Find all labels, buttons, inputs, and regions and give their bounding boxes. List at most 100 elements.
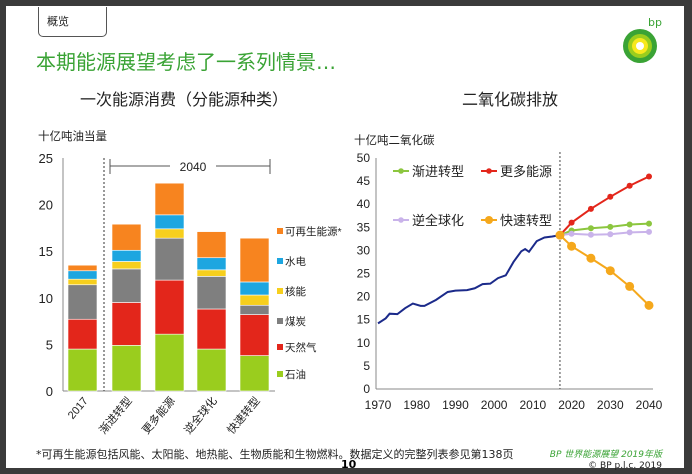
- bar-segment: [239, 237, 270, 283]
- legend-swatch: [277, 258, 283, 264]
- x-tick-label: 2000: [481, 398, 508, 412]
- left-chart-title: 一次能源消费（分能源种类）: [80, 90, 289, 109]
- y-tick-label: 25: [357, 267, 371, 281]
- legend-label: 可再生能源*: [285, 225, 342, 238]
- data-point: [587, 205, 594, 212]
- legend-marker: [486, 168, 492, 174]
- footnote: *可再生能源包括风能、太阳能、地热能、生物质能和生物燃料。数据定义的完整列表参见…: [36, 448, 514, 461]
- x-tick-label: 1990: [442, 398, 469, 412]
- y-tick-label: 5: [46, 337, 53, 352]
- y-tick-label: 50: [357, 151, 371, 165]
- y-tick-label: 25: [39, 151, 53, 166]
- data-point: [587, 231, 594, 238]
- bar-segment: [111, 268, 142, 303]
- y-tick-label: 30: [357, 243, 371, 257]
- data-point: [646, 220, 652, 227]
- x-tick-label: 1970: [365, 398, 392, 412]
- data-point: [605, 266, 615, 276]
- bar-segment: [67, 318, 98, 350]
- y-tick-label: 0: [46, 384, 53, 399]
- bar-segment: [154, 279, 185, 335]
- data-point: [644, 300, 654, 310]
- bar-segment: [67, 348, 98, 392]
- bar-segment: [111, 345, 142, 392]
- y-tick-label: 15: [39, 244, 53, 259]
- bar-segment: [196, 231, 227, 259]
- data-point: [555, 230, 565, 240]
- right-y-unit: 十亿吨二氧化碳: [354, 133, 435, 147]
- bar-segment: [111, 302, 142, 346]
- data-point: [607, 193, 614, 200]
- bar-segment: [67, 264, 98, 272]
- bar-segment: [154, 333, 185, 392]
- y-tick-label: 40: [357, 197, 371, 211]
- legend-marker: [398, 168, 404, 174]
- legend-label: 天然气: [285, 341, 317, 354]
- legend-swatch: [277, 318, 283, 324]
- y-tick-label: 35: [357, 220, 371, 234]
- legend-label: 渐进转型: [412, 164, 464, 179]
- legend-swatch: [277, 228, 283, 234]
- y-tick-label: 10: [357, 336, 371, 350]
- slide-title: 本期能源展望考虑了一系列情景…: [36, 50, 336, 74]
- data-point: [587, 225, 594, 232]
- copyright: © BP p.l.c. 2019: [588, 461, 662, 471]
- x-tick-label: 2030: [597, 398, 624, 412]
- data-point: [586, 253, 596, 263]
- legend-label: 快速转型: [500, 213, 552, 228]
- bar-segment: [111, 223, 142, 251]
- legend-swatch: [277, 288, 283, 294]
- bar-segment: [196, 308, 227, 350]
- x-tick-label: 2010: [520, 398, 547, 412]
- legend-label: 更多能源: [500, 164, 552, 179]
- right-chart-title: 二氧化碳排放: [462, 90, 559, 109]
- y-tick-label: 20: [357, 290, 371, 304]
- x-tick-label: 1980: [403, 398, 430, 412]
- x-tick-label: 2020: [558, 398, 585, 412]
- data-point: [626, 182, 633, 189]
- logo-text: bp: [648, 16, 662, 29]
- y-tick-label: 5: [363, 359, 370, 373]
- x-tick-label: 2040: [636, 398, 663, 412]
- y-tick-label: 15: [357, 313, 371, 327]
- legend-label: 石油: [285, 368, 306, 381]
- bar-segment: [239, 314, 270, 356]
- bar-segment: [196, 348, 227, 392]
- publication-name: BP 世界能源展望 2019年版: [549, 450, 662, 460]
- y-tick-label: 10: [39, 291, 53, 306]
- legend-label: 逆全球化: [412, 213, 464, 228]
- bracket-label: 2040: [180, 160, 207, 174]
- y-tick-label: 45: [357, 174, 371, 188]
- bar-segment: [154, 237, 185, 281]
- section-tag: 概览: [38, 7, 107, 37]
- data-point: [646, 173, 652, 180]
- y-tick-label: 0: [363, 382, 370, 396]
- data-point: [568, 219, 575, 226]
- data-point: [626, 221, 633, 228]
- bar-segment: [154, 182, 185, 216]
- bar-segment: [196, 276, 227, 310]
- data-point: [567, 241, 577, 251]
- bp-logo: bp: [620, 14, 664, 66]
- page-number: 10: [341, 458, 357, 471]
- data-point: [607, 223, 614, 230]
- history-line: [377, 234, 561, 325]
- data-point: [625, 281, 635, 291]
- legend-label: 煤炭: [285, 315, 306, 328]
- legend-label: 核能: [285, 285, 306, 298]
- legend-swatch: [277, 344, 283, 350]
- left-y-unit: 十亿吨油当量: [38, 129, 107, 143]
- helios-icon: [623, 29, 657, 63]
- legend-label: 水电: [285, 255, 306, 268]
- data-point: [607, 231, 614, 238]
- legend-marker: [485, 216, 493, 224]
- legend-swatch: [277, 371, 283, 377]
- bracket-label-bg: [170, 158, 216, 174]
- legend-marker: [398, 217, 404, 223]
- y-tick-label: 20: [39, 198, 53, 213]
- data-point: [568, 230, 575, 237]
- data-point: [626, 229, 633, 236]
- data-point: [646, 228, 652, 235]
